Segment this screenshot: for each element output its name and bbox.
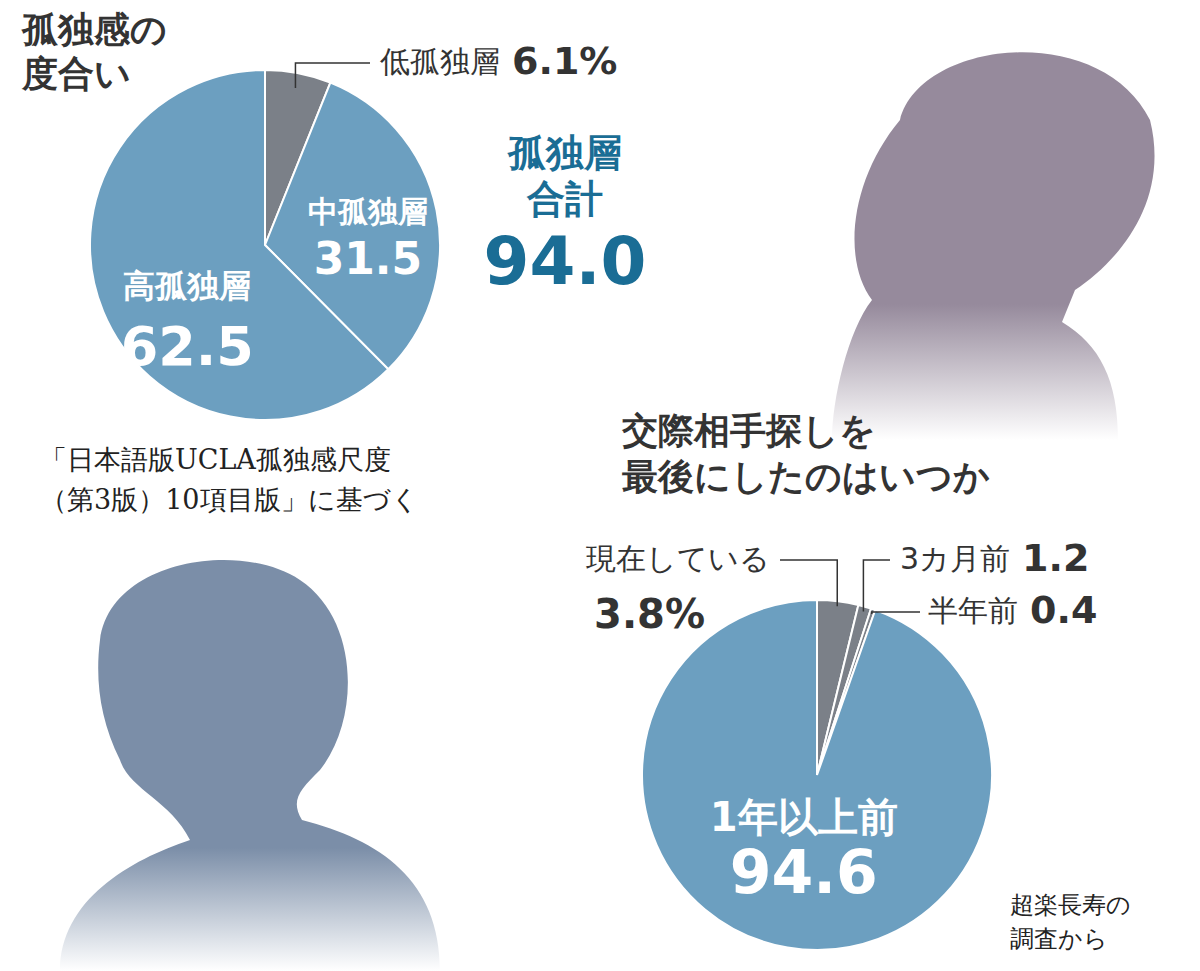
- html-text:孤独感の: 孤独感の: [22, 9, 167, 50]
- svg-text:62.5: 62.5: [121, 315, 254, 378]
- html-text:超楽長寿の: 超楽長寿の: [1010, 891, 1131, 919]
- svg-text:低孤独層6.1%: 低孤独層6.1%: [380, 39, 617, 83]
- html-text:（第3版）10項目版」に基づく: （第3版）10項目版」に基づく: [40, 484, 419, 515]
- html-text:調査から: 調査から: [1010, 925, 1108, 953]
- html-text:孤独層: 孤独層: [508, 131, 622, 175]
- html-text:度合い: 度合い: [22, 53, 131, 94]
- svg-text:1年以上前: 1年以上前: [710, 794, 898, 840]
- svg-text:現在している: 現在している: [586, 541, 770, 576]
- html-text:合計: 合計: [527, 177, 603, 221]
- svg-text:高孤独層: 高孤独層: [123, 267, 251, 305]
- html-text:交際相手探しを: 交際相手探しを: [622, 410, 876, 451]
- svg-text:94.6: 94.6: [730, 837, 878, 907]
- html-text:94.0: 94.0: [483, 223, 647, 300]
- svg-text:中孤独層: 中孤独層: [308, 194, 428, 229]
- svg-text:半年前0.4: 半年前0.4: [928, 588, 1097, 632]
- svg-text:3カ月前1.2: 3カ月前1.2: [900, 536, 1089, 580]
- html-text:最後にしたのはいつか: 最後にしたのはいつか: [622, 456, 990, 497]
- svg-text:3.8%: 3.8%: [594, 591, 705, 637]
- html-text:「日本語版UCLA孤独感尺度: 「日本語版UCLA孤独感尺度: [40, 444, 391, 475]
- svg-text:31.5: 31.5: [314, 233, 423, 284]
